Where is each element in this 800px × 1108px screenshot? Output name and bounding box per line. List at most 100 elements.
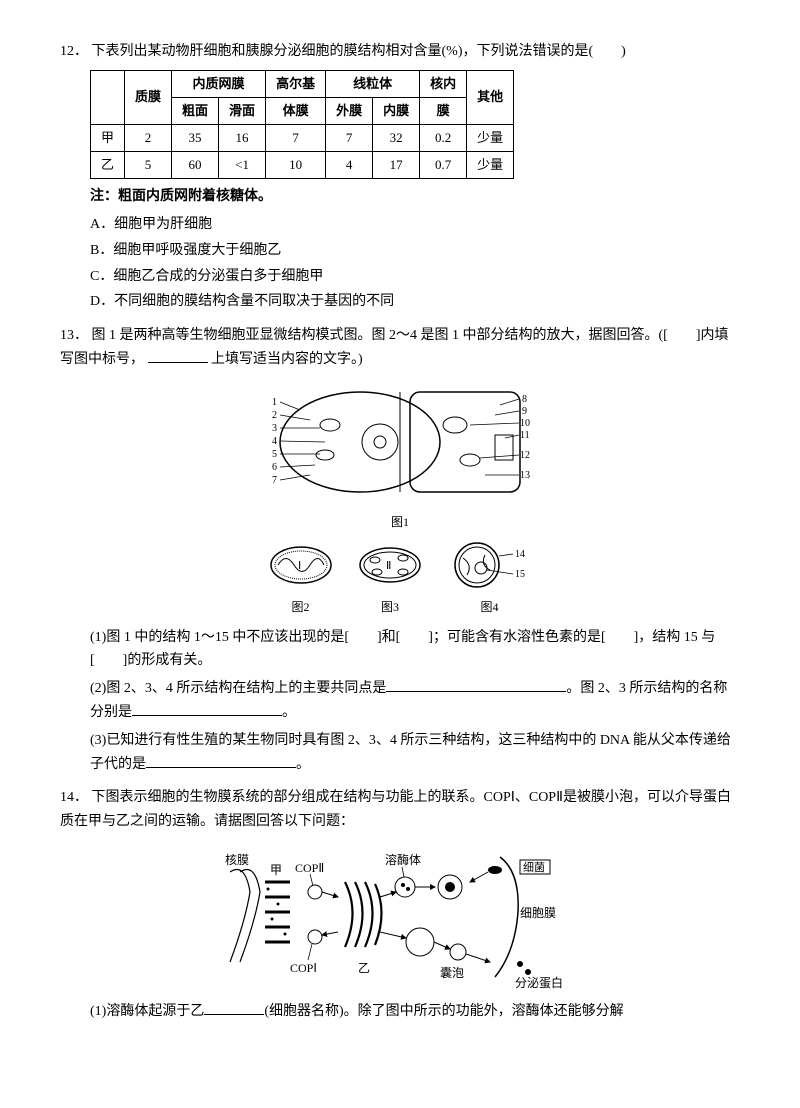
blank-line: [386, 678, 566, 692]
cell: <1: [219, 152, 266, 179]
q13-sub3b: 。: [296, 757, 310, 772]
svg-text:Ⅱ: Ⅱ: [386, 560, 391, 572]
fig4-caption: 图4: [445, 597, 535, 617]
svg-text:2: 2: [272, 410, 277, 421]
svg-text:14: 14: [515, 549, 525, 560]
svg-text:11: 11: [520, 430, 530, 441]
q13-sub1-text: (1)图 1 中的结构 1～15 中不应该出现的是[ ]和[ ]；可能含有水溶性…: [90, 630, 715, 669]
cell: 60: [172, 152, 219, 179]
svg-text:15: 15: [515, 569, 525, 580]
question-12: 12． 下表列出某动物肝细胞和胰腺分泌细胞的膜结构相对含量(%)，下列说法错误的…: [60, 40, 740, 314]
svg-text:核膜: 核膜: [225, 853, 249, 867]
q13-sub3: (3)已知进行有性生殖的某生物同时具有图 2、3、4 所示三种结构，这三种结构中…: [90, 729, 740, 777]
svg-text:甲: 甲: [270, 863, 282, 877]
cell-diagram-icon: 1 2 3 4 5 6 7 8 9 10 11 12 13: [270, 380, 530, 510]
cell: 2: [125, 124, 172, 151]
svg-text:7: 7: [272, 475, 277, 486]
q13-number: 13．: [60, 328, 88, 343]
svg-text:10: 10: [520, 418, 530, 429]
q12-option-a: A．细胞甲为肝细胞: [90, 213, 740, 237]
question-14: 14． 下图表示细胞的生物膜系统的部分组成在结构与功能上的联系。COPⅠ、COP…: [60, 786, 740, 1023]
svg-text:COPⅠ: COPⅠ: [290, 961, 317, 975]
svg-text:细菌: 细菌: [523, 861, 545, 874]
cell: 0.7: [420, 152, 467, 179]
cell: 少量: [467, 152, 514, 179]
blank-line: [148, 349, 208, 363]
cell: 5: [125, 152, 172, 179]
fig2-caption: 图2: [266, 597, 336, 617]
svg-text:9: 9: [522, 406, 527, 417]
membrane-system-icon: 核膜 甲 COPⅡ COPⅠ 乙 溶酶体 囊泡: [220, 842, 580, 992]
q12-option-c: C．细胞乙合成的分泌蛋白多于细胞甲: [90, 265, 740, 289]
q12-table: 质膜 内质网膜 高尔基 线粒体 核内 其他 粗面 滑面 体膜 外膜 内膜 膜 甲…: [90, 70, 514, 179]
svg-text:细胞膜: 细胞膜: [520, 906, 556, 920]
q12-note: 注：粗面内质网附着核糖体。: [90, 185, 740, 209]
svg-text:乙: 乙: [358, 961, 370, 975]
q12-stem: 下表列出某动物肝细胞和胰腺分泌细胞的膜结构相对含量(%)，下列说法错误的是( ): [92, 44, 626, 59]
blank-line: [132, 702, 282, 716]
q13-sub2c: 。: [282, 705, 296, 720]
cell: 7: [326, 124, 373, 151]
cell: 16: [219, 124, 266, 151]
fig3-caption: 图3: [355, 597, 425, 617]
mitochondrion-icon: Ⅰ: [266, 540, 336, 595]
svg-text:12: 12: [520, 450, 530, 461]
svg-text:1: 1: [272, 397, 277, 408]
q14-number: 14．: [60, 790, 88, 805]
q13-sub2a: (2)图 2、3、4 所示结构在结构上的主要共同点是: [90, 681, 386, 696]
th-zhimo: 质膜: [125, 70, 172, 124]
th-timo: 体膜: [266, 97, 326, 124]
th-cumian: 粗面: [172, 97, 219, 124]
th-mo: 膜: [420, 97, 467, 124]
question-13: 13． 图 1 是两种高等生物细胞亚显微结构模式图。图 2～4 是图 1 中部分…: [60, 324, 740, 776]
blank-line: [204, 1001, 264, 1015]
svg-text:Ⅰ: Ⅰ: [298, 560, 301, 572]
th-waimo: 外膜: [326, 97, 373, 124]
svg-text:5: 5: [272, 449, 277, 460]
cell: 7: [266, 124, 326, 151]
th-empty: [91, 70, 125, 124]
th-neimo: 内膜: [373, 97, 420, 124]
cell: 4: [326, 152, 373, 179]
svg-text:13: 13: [520, 470, 530, 481]
svg-text:COPⅡ: COPⅡ: [295, 861, 324, 875]
svg-text:4: 4: [272, 436, 277, 447]
q14-figure: 核膜 甲 COPⅡ COPⅠ 乙 溶酶体 囊泡: [60, 842, 740, 992]
cell: 乙: [91, 152, 125, 179]
q13-sub1: (1)图 1 中的结构 1～15 中不应该出现的是[ ]和[ ]；可能含有水溶性…: [90, 626, 740, 674]
cell: 35: [172, 124, 219, 151]
th-qita: 其他: [467, 70, 514, 124]
table-header-row1: 质膜 内质网膜 高尔基 线粒体 核内 其他: [91, 70, 514, 97]
chloroplast-icon: Ⅱ: [355, 540, 425, 595]
svg-text:囊泡: 囊泡: [440, 965, 464, 980]
q13-figures-234: Ⅰ 图2 Ⅱ 图3 14: [60, 540, 740, 617]
cell: 少量: [467, 124, 514, 151]
q14-stem: 下图表示细胞的生物膜系统的部分组成在结构与功能上的联系。COPⅠ、COPⅡ是被膜…: [60, 790, 731, 829]
svg-text:溶酶体: 溶酶体: [385, 852, 421, 867]
svg-text:分泌蛋白: 分泌蛋白: [515, 975, 563, 990]
th-xianliti: 线粒体: [326, 70, 420, 97]
q14-sub1a: (1)溶酶体起源于乙: [90, 1004, 204, 1019]
fig1-caption: 图1: [60, 512, 740, 532]
cell: 10: [266, 152, 326, 179]
nucleus-icon: 14 15: [445, 540, 535, 595]
th-huamian: 滑面: [219, 97, 266, 124]
q12-option-d: D．不同细胞的膜结构含量不同取决于基因的不同: [90, 290, 740, 314]
q14-sub1: (1)溶酶体起源于乙 (细胞器名称)。除了图中所示的功能外，溶酶体还能够分解: [90, 1000, 740, 1024]
q13-sub2: (2)图 2、3、4 所示结构在结构上的主要共同点是。图 2、3 所示结构的名称…: [90, 677, 740, 725]
cell: 0.2: [420, 124, 467, 151]
q13-stem2: 上填写适当内容的文字。): [211, 352, 363, 367]
svg-text:6: 6: [272, 462, 277, 473]
cell: 甲: [91, 124, 125, 151]
q14-sub1b: (细胞器名称)。除了图中所示的功能外，溶酶体还能够分解: [264, 1004, 623, 1019]
cell: 32: [373, 124, 420, 151]
q13-figure1: 1 2 3 4 5 6 7 8 9 10 11 12 13: [60, 380, 740, 532]
blank-line: [146, 754, 296, 768]
table-row-jia: 甲 2 35 16 7 7 32 0.2 少量: [91, 124, 514, 151]
svg-text:8: 8: [522, 394, 527, 405]
table-row-yi: 乙 5 60 <1 10 4 17 0.7 少量: [91, 152, 514, 179]
q12-option-b: B．细胞甲呼吸强度大于细胞乙: [90, 239, 740, 263]
th-gaoerji1: 高尔基: [266, 70, 326, 97]
q12-number: 12．: [60, 44, 88, 59]
th-neizhiwang: 内质网膜: [172, 70, 266, 97]
